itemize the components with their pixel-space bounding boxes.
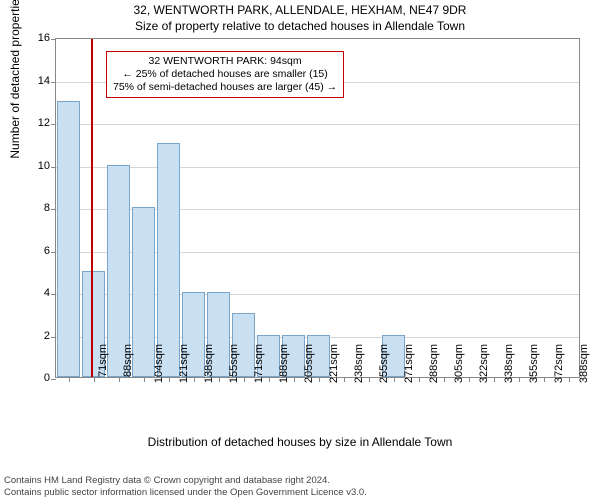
xtick-label: 88sqm bbox=[122, 344, 134, 377]
xtick-mark bbox=[344, 377, 345, 382]
xtick-label: 305sqm bbox=[453, 344, 465, 383]
xtick-label: 171sqm bbox=[253, 344, 265, 383]
gridline-h bbox=[56, 124, 579, 125]
ytick-mark bbox=[51, 124, 56, 125]
xtick-label: 104sqm bbox=[153, 344, 165, 383]
xtick-mark bbox=[94, 377, 95, 382]
xtick-label: 138sqm bbox=[203, 344, 215, 383]
xtick-mark bbox=[244, 377, 245, 382]
xtick-label: 238sqm bbox=[353, 344, 365, 383]
chart-title-main: 32, WENTWORTH PARK, ALLENDALE, HEXHAM, N… bbox=[0, 3, 600, 17]
xtick-label: 355sqm bbox=[528, 344, 540, 383]
histogram-bar bbox=[132, 207, 155, 377]
annotation-line: 32 WENTWORTH PARK: 94sqm bbox=[113, 55, 337, 68]
ytick-label: 4 bbox=[20, 287, 50, 299]
xtick-mark bbox=[419, 377, 420, 382]
xtick-mark bbox=[569, 377, 570, 382]
ytick-mark bbox=[51, 294, 56, 295]
x-axis-label: Distribution of detached houses by size … bbox=[0, 435, 600, 449]
xtick-label: 205sqm bbox=[303, 344, 315, 383]
ytick-label: 0 bbox=[20, 372, 50, 384]
xtick-mark bbox=[269, 377, 270, 382]
xtick-mark bbox=[319, 377, 320, 382]
xtick-label: 388sqm bbox=[578, 344, 590, 383]
ytick-label: 2 bbox=[20, 330, 50, 342]
xtick-mark bbox=[219, 377, 220, 382]
xtick-mark bbox=[369, 377, 370, 382]
ytick-mark bbox=[51, 337, 56, 338]
histogram-bar bbox=[57, 101, 80, 377]
xtick-mark bbox=[494, 377, 495, 382]
chart-title-sub: Size of property relative to detached ho… bbox=[0, 19, 600, 33]
xtick-mark bbox=[294, 377, 295, 382]
gridline-h bbox=[56, 167, 579, 168]
xtick-mark bbox=[119, 377, 120, 382]
xtick-mark bbox=[544, 377, 545, 382]
xtick-mark bbox=[69, 377, 70, 382]
ytick-mark bbox=[51, 82, 56, 83]
xtick-label: 288sqm bbox=[428, 344, 440, 383]
xtick-label: 155sqm bbox=[228, 344, 240, 383]
footer-line-2: Contains public sector information licen… bbox=[4, 487, 367, 498]
xtick-mark bbox=[469, 377, 470, 382]
ytick-label: 6 bbox=[20, 245, 50, 257]
xtick-mark bbox=[394, 377, 395, 382]
xtick-label: 121sqm bbox=[178, 344, 190, 383]
xtick-label: 71sqm bbox=[97, 344, 109, 377]
ytick-mark bbox=[51, 209, 56, 210]
xtick-label: 372sqm bbox=[553, 344, 565, 383]
histogram-bar bbox=[157, 143, 180, 377]
ytick-label: 14 bbox=[20, 75, 50, 87]
footer-attribution: Contains HM Land Registry data © Crown c… bbox=[4, 475, 367, 498]
ytick-mark bbox=[51, 167, 56, 168]
ytick-label: 16 bbox=[20, 32, 50, 44]
ytick-mark bbox=[51, 379, 56, 380]
xtick-mark bbox=[194, 377, 195, 382]
xtick-mark bbox=[519, 377, 520, 382]
xtick-mark bbox=[144, 377, 145, 382]
ytick-label: 10 bbox=[20, 160, 50, 172]
annotation-box: 32 WENTWORTH PARK: 94sqm← 25% of detache… bbox=[106, 51, 344, 98]
xtick-label: 322sqm bbox=[478, 344, 490, 383]
xtick-label: 221sqm bbox=[328, 344, 340, 383]
annotation-line: 75% of semi-detached houses are larger (… bbox=[113, 81, 337, 94]
ytick-mark bbox=[51, 39, 56, 40]
xtick-label: 255sqm bbox=[378, 344, 390, 383]
xtick-mark bbox=[444, 377, 445, 382]
annotation-line: ← 25% of detached houses are smaller (15… bbox=[113, 68, 337, 81]
property-marker-line bbox=[91, 39, 93, 377]
xtick-mark bbox=[169, 377, 170, 382]
ytick-label: 8 bbox=[20, 202, 50, 214]
plot-area: 32 WENTWORTH PARK: 94sqm← 25% of detache… bbox=[55, 38, 580, 378]
xtick-label: 188sqm bbox=[278, 344, 290, 383]
footer-line-1: Contains HM Land Registry data © Crown c… bbox=[4, 475, 367, 486]
xtick-label: 338sqm bbox=[503, 344, 515, 383]
xtick-label: 271sqm bbox=[403, 344, 415, 383]
ytick-label: 12 bbox=[20, 117, 50, 129]
ytick-mark bbox=[51, 252, 56, 253]
